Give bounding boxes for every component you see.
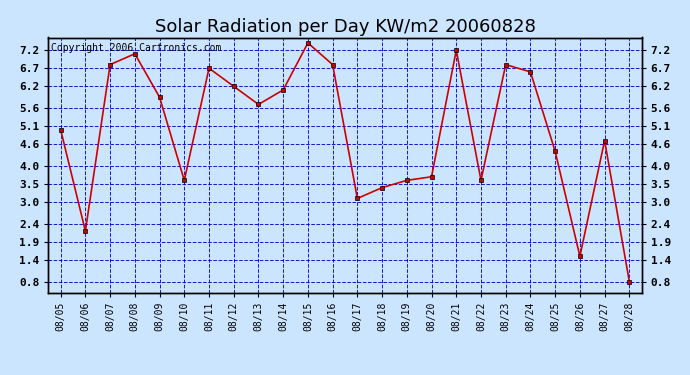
Title: Solar Radiation per Day KW/m2 20060828: Solar Radiation per Day KW/m2 20060828 — [155, 18, 535, 36]
Text: Copyright 2006 Cartronics.com: Copyright 2006 Cartronics.com — [51, 43, 221, 52]
